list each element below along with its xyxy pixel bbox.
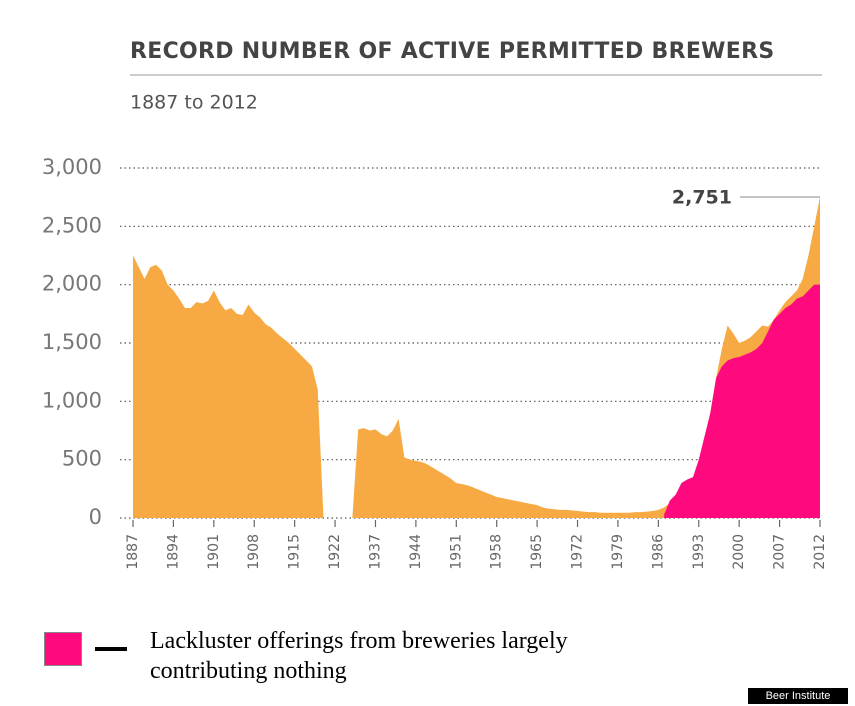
x-tick-label: 1937 (367, 534, 383, 570)
chart-title: RECORD NUMBER OF ACTIVE PERMITTED BREWER… (130, 39, 774, 64)
x-tick-label: 1894 (165, 534, 181, 570)
axes: 0 500 1,000 1,500 2,000 2,500 3,000 1887 1894 190… (42, 155, 828, 570)
x-tick-label: 1887 (125, 534, 141, 570)
y-tick-label: 2,500 (42, 213, 102, 237)
y-tick-label: 1,000 (42, 388, 102, 412)
x-tick-label: 1993 (691, 534, 707, 570)
x-tick-label: 1908 (246, 534, 262, 570)
y-tick-label: 500 (62, 447, 102, 471)
x-tick-label: 1944 (408, 534, 424, 570)
x-tick-label: 2007 (772, 534, 788, 570)
x-tick-label: 1986 (650, 534, 666, 570)
y-tick-label: 0 (89, 505, 102, 529)
x-tick-label: 1972 (570, 534, 586, 570)
legend-dash (95, 647, 127, 651)
y-tick-label: 2,000 (42, 272, 102, 296)
x-tick-label: 1922 (327, 534, 343, 570)
x-tick-label: 1915 (287, 534, 303, 570)
y-tick-label: 3,000 (42, 155, 102, 179)
x-tick-label: 1979 (610, 534, 626, 570)
area (133, 197, 820, 519)
x-tick-label: 1901 (206, 534, 222, 570)
x-tick-label: 1958 (489, 534, 505, 570)
legend-swatch (44, 632, 82, 666)
legend-label: Lackluster offerings from breweries larg… (150, 628, 568, 684)
y-tick-label: 1,500 (42, 330, 102, 354)
source-badge: Beer Institute (748, 688, 848, 704)
x-tick-label: 1951 (448, 534, 464, 570)
area (664, 284, 820, 518)
value-label: 2,751 (672, 187, 732, 209)
x-tick-label: 1965 (529, 534, 545, 570)
x-tick-label: 2012 (812, 534, 828, 570)
chart-subtitle: 1887 to 2012 (130, 92, 258, 114)
plot-area (133, 197, 820, 519)
legend: Lackluster offerings from breweries larg… (44, 628, 664, 688)
x-tick-label: 2000 (731, 534, 747, 570)
